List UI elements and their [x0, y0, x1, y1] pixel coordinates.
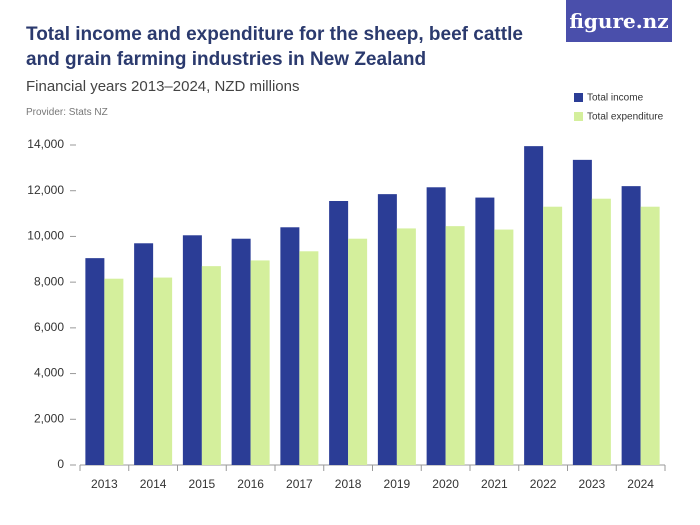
y-tick-label: 12,000	[27, 183, 64, 197]
bar	[494, 229, 514, 465]
bar	[299, 251, 319, 465]
x-tick-label: 2020	[432, 477, 459, 491]
x-tick-label: 2016	[237, 477, 264, 491]
bar	[153, 277, 173, 465]
bar	[377, 194, 397, 465]
x-tick-label: 2022	[530, 477, 557, 491]
x-tick-label: 2015	[189, 477, 216, 491]
y-tick-label: 14,000	[27, 137, 64, 151]
y-tick-label: 4,000	[34, 366, 64, 380]
bar	[475, 197, 495, 466]
bar	[201, 266, 221, 465]
logo[interactable]: figure.nz	[566, 0, 672, 42]
bar	[426, 187, 446, 466]
bar	[134, 243, 154, 465]
bar	[591, 198, 611, 465]
bar	[524, 146, 544, 465]
bar	[621, 186, 641, 465]
provider: Provider: Stats NZ	[26, 107, 108, 118]
bar	[543, 206, 563, 465]
x-tick-label: 2021	[481, 477, 508, 491]
x-tick-label: 2023	[579, 477, 606, 491]
bar	[85, 258, 105, 465]
chart-subtitle: Financial years 2013–2024, NZD millions	[26, 78, 300, 95]
y-tick-label: 6,000	[34, 320, 64, 334]
x-tick-label: 2014	[140, 477, 167, 491]
x-tick-label: 2019	[384, 477, 411, 491]
x-tick-label: 2018	[335, 477, 362, 491]
bar	[572, 159, 592, 465]
bar	[280, 227, 300, 465]
y-tick-label: 2,000	[34, 411, 64, 425]
x-tick-label: 2024	[627, 477, 654, 491]
y-tick-label: 10,000	[27, 229, 64, 243]
bar	[250, 260, 270, 465]
bar	[182, 235, 202, 465]
legend-label: Total income	[587, 93, 644, 104]
bar	[231, 238, 251, 465]
bar	[640, 206, 660, 465]
legend-label: Total expenditure	[587, 112, 664, 123]
chart-title: Total income and expenditure for the she…	[26, 24, 523, 70]
bar	[348, 238, 368, 465]
legend-swatch	[574, 112, 583, 121]
x-tick-label: 2017	[286, 477, 313, 491]
y-tick-label: 8,000	[34, 274, 64, 288]
x-tick-label: 2013	[91, 477, 118, 491]
legend-swatch	[574, 93, 583, 102]
bar	[329, 201, 349, 465]
bar	[445, 226, 465, 465]
y-tick-label: 0	[57, 457, 64, 471]
bar	[104, 278, 124, 465]
bar	[396, 228, 416, 465]
